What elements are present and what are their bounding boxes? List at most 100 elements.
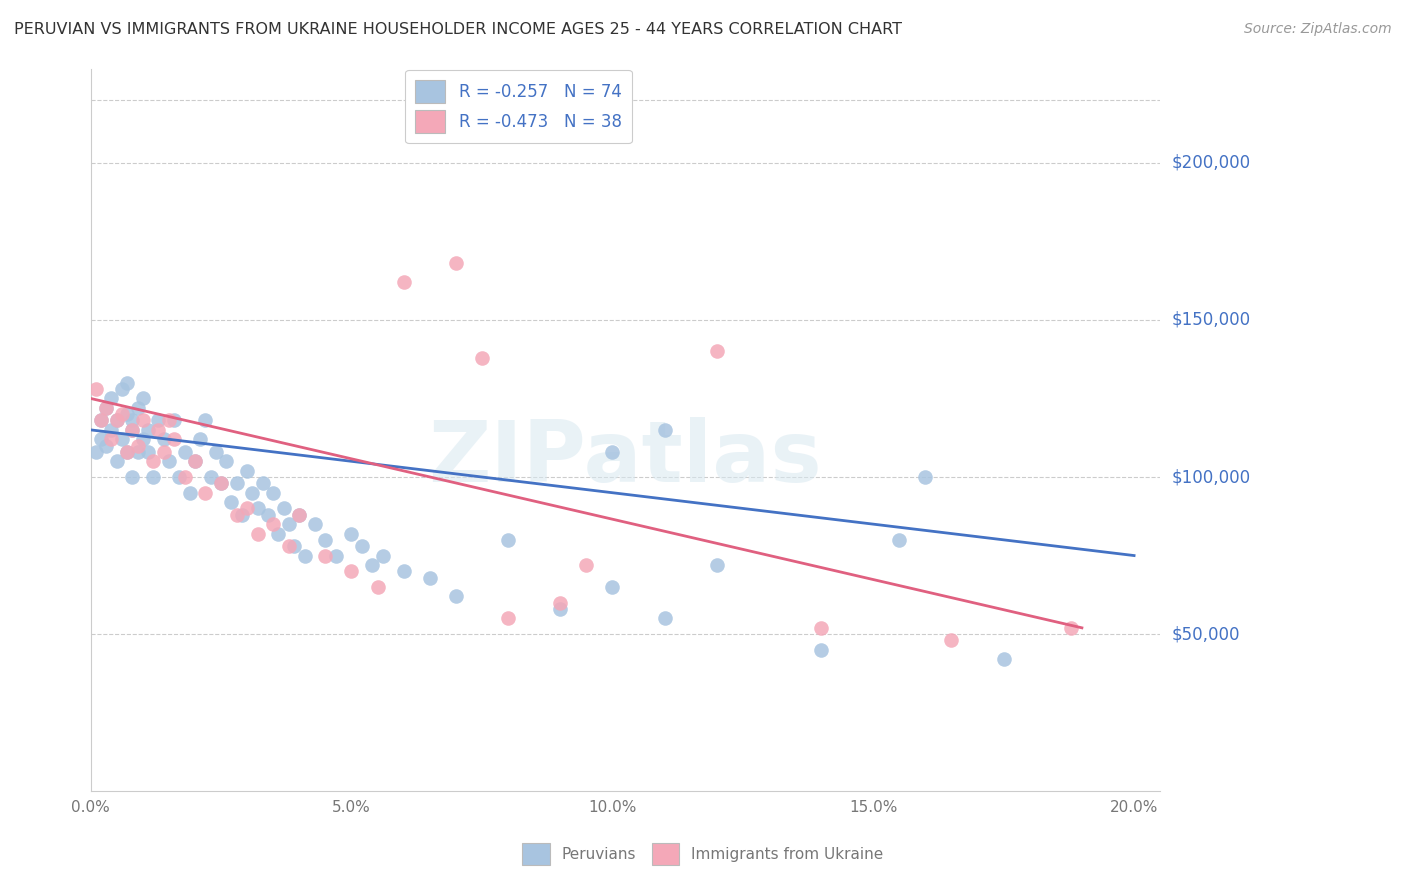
Point [231, 508, 253, 522]
Point [914, 470, 936, 484]
Point [148, 423, 170, 437]
Point [444, 256, 467, 270]
Point [96, 401, 118, 415]
Point [111, 382, 134, 396]
Point [277, 517, 299, 532]
Point [304, 517, 326, 532]
Point [392, 275, 415, 289]
Point [105, 413, 128, 427]
Point [84, 382, 107, 396]
Point [548, 602, 571, 616]
Point [152, 432, 174, 446]
Point [157, 454, 180, 468]
Point [444, 590, 467, 604]
Point [111, 432, 134, 446]
Point [111, 407, 134, 421]
Point [496, 533, 519, 547]
Point [240, 485, 263, 500]
Point [121, 423, 143, 437]
Point [340, 526, 363, 541]
Point [209, 476, 232, 491]
Point [142, 454, 165, 468]
Point [350, 539, 373, 553]
Point [136, 423, 159, 437]
Point [90, 432, 112, 446]
Point [152, 445, 174, 459]
Point [392, 564, 415, 578]
Text: ZIPatlas: ZIPatlas [429, 417, 823, 500]
Point [654, 611, 676, 625]
Point [127, 401, 149, 415]
Point [1060, 621, 1083, 635]
Point [132, 432, 155, 446]
Point [602, 580, 624, 594]
Point [100, 392, 122, 406]
Point [84, 445, 107, 459]
Point [706, 344, 728, 359]
Point [90, 413, 112, 427]
Point [340, 564, 363, 578]
Point [246, 526, 269, 541]
Point [257, 508, 280, 522]
Point [361, 558, 384, 572]
Text: Source: ZipAtlas.com: Source: ZipAtlas.com [1244, 22, 1392, 37]
Point [115, 445, 138, 459]
Point [471, 351, 494, 365]
Point [221, 495, 243, 509]
Point [314, 549, 336, 563]
Point [496, 611, 519, 625]
Point [225, 476, 247, 491]
Point [215, 454, 238, 468]
Point [273, 501, 295, 516]
Point [105, 413, 128, 427]
Point [706, 558, 728, 572]
Point [993, 652, 1015, 666]
Point [548, 596, 571, 610]
Point [157, 413, 180, 427]
Point [941, 633, 963, 648]
Point [277, 539, 299, 553]
Point [132, 392, 155, 406]
Point [115, 407, 138, 421]
Point [419, 570, 441, 584]
Text: $150,000: $150,000 [1171, 311, 1250, 329]
Point [96, 439, 118, 453]
Legend: Peruvians, Immigrants from Ukraine: Peruvians, Immigrants from Ukraine [516, 837, 890, 871]
Point [194, 485, 217, 500]
Point [654, 423, 676, 437]
Point [602, 445, 624, 459]
Point [115, 445, 138, 459]
Point [184, 454, 207, 468]
Point [288, 508, 311, 522]
Point [121, 413, 143, 427]
Point [121, 470, 143, 484]
Point [132, 413, 155, 427]
Point [267, 526, 290, 541]
Point [100, 423, 122, 437]
Point [90, 413, 112, 427]
Point [262, 485, 284, 500]
Point [142, 470, 165, 484]
Point [810, 643, 832, 657]
Point [889, 533, 911, 547]
Point [169, 470, 191, 484]
Point [367, 580, 389, 594]
Point [188, 432, 211, 446]
Point [810, 621, 832, 635]
Point [314, 533, 336, 547]
Point [115, 376, 138, 390]
Point [325, 549, 347, 563]
Point [252, 476, 274, 491]
Text: $200,000: $200,000 [1171, 153, 1250, 172]
Point [246, 501, 269, 516]
Point [205, 445, 228, 459]
Point [100, 432, 122, 446]
Point [236, 464, 259, 478]
Point [173, 470, 195, 484]
Point [262, 517, 284, 532]
Point [184, 454, 207, 468]
Point [283, 539, 305, 553]
Point [200, 470, 222, 484]
Point [121, 423, 143, 437]
Point [96, 401, 118, 415]
